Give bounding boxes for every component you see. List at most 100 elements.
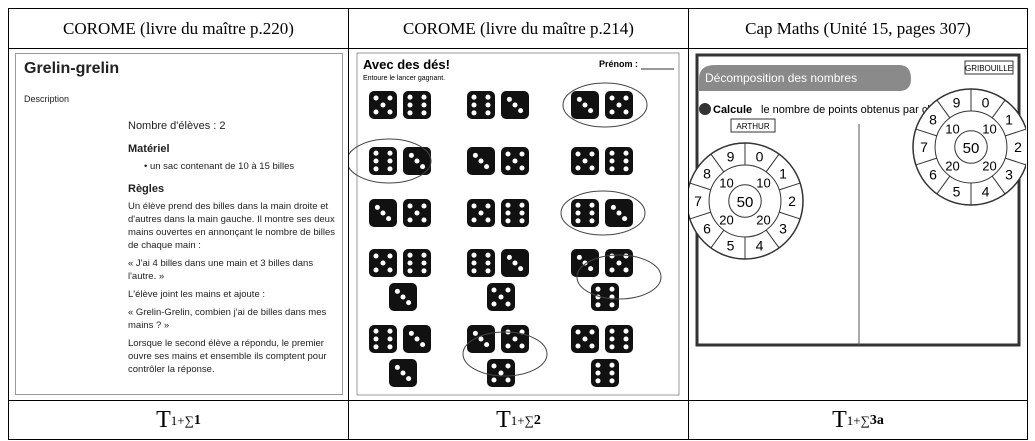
image-cell: Grelin-grelin Description Nombre d'élève… [9,49,349,401]
instruction: le nombre de points obtenus par chacun [761,104,957,116]
pip [484,164,490,170]
pip [575,210,581,216]
pip [595,370,601,376]
die [591,283,619,311]
wheel-number: 20 [719,212,733,227]
name-label: Prénom : [599,59,638,69]
pip [519,218,525,224]
pip [623,109,629,115]
pip [575,151,581,157]
pip [407,260,413,266]
pip [512,158,518,164]
wheel-number: 4 [756,238,764,254]
pip [471,94,477,100]
pip [505,202,511,208]
pip [408,330,414,336]
pip [421,102,427,108]
rule-line: Un élève prend des billes dans la main d… [128,201,336,251]
pip [471,252,477,258]
wheel-spoke [765,229,780,249]
wheel-spoke [991,99,1006,119]
label-sup: 2 [533,412,541,428]
wheel-spoke [936,175,951,195]
footer-cell: T 1+∑ 1 [9,401,349,440]
pip [609,370,615,376]
player-name: GRIBOUILLE [965,64,1013,73]
pip [373,328,379,334]
rule-line: Lorsque le second élève a répondu, le pr… [128,338,327,375]
wheel-number: 0 [756,148,764,164]
wheel-spoke [1005,157,1027,166]
wheel-number: 4 [982,184,990,200]
pip [407,203,413,209]
label-base: T [496,407,511,433]
wheel-number: 7 [694,193,702,209]
pip [505,363,511,369]
player-tag [730,118,776,133]
pip [582,336,588,342]
wheel-number: 6 [929,167,937,183]
header-cell: Cap Maths (Unité 15, pages 307) [689,9,1027,49]
pip [387,328,393,334]
pip [421,268,427,274]
pip [472,330,478,336]
pip [519,210,525,216]
wheel-spoke [710,229,725,249]
pip [588,266,594,272]
wheel-number: 8 [929,111,937,127]
pip [373,267,379,273]
pip [512,102,518,108]
pip [485,110,491,116]
wheel-center [728,184,762,218]
pip [519,165,525,171]
die [403,249,431,277]
pip [589,210,595,216]
circled-choice [560,190,646,236]
pip [420,164,426,170]
pip [505,165,511,171]
pip [623,150,629,156]
pip [575,202,581,208]
pip [609,362,615,368]
pip [512,260,518,266]
pip [616,210,622,216]
pip [406,376,412,382]
rules: Un élève prend des billes dans la main d… [128,200,336,376]
wheel-spoke [936,99,951,119]
footer-cell: T 1+∑ 2 [349,401,689,440]
pip [421,217,427,223]
pip [623,95,629,101]
label-base: T [832,407,847,433]
footer-cell: T 1+∑ 3a [689,401,1027,440]
pip [421,203,427,209]
pip [582,102,588,108]
pip [407,102,413,108]
pip [373,95,379,101]
wheel-spoke [915,128,937,137]
pip [373,109,379,115]
instruction: Entoure le lancer gagnant. [363,75,445,82]
pip [471,217,477,223]
pip [394,288,400,294]
pip [505,301,511,307]
pip [380,260,386,266]
pip [512,336,518,342]
wheel-number: 10 [982,122,996,137]
item-text: un sac contenant de 10 à 15 billes [149,161,295,172]
bullet [699,103,711,115]
wheel-number: 20 [982,158,996,173]
wheel-spoke [689,211,711,220]
pip [609,328,615,334]
pip [589,329,595,335]
sheet-title: Grelin-grelin [24,60,120,77]
die [467,249,495,277]
pip [373,253,379,259]
pip [471,110,477,116]
wheel-number: 1 [779,165,787,181]
pip [491,301,497,307]
pip [485,94,491,100]
pip [491,363,497,369]
pip [519,151,525,157]
pip [485,217,491,223]
pip [421,94,427,100]
